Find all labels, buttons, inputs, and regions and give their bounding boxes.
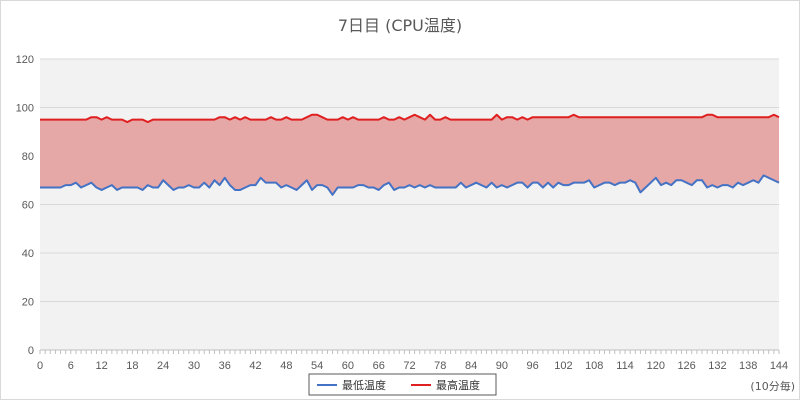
y-tick-label: 120: [16, 54, 34, 66]
x-tick-label: 0: [37, 360, 43, 372]
x-tick-label: 78: [434, 360, 446, 372]
x-tick-label: 6: [68, 360, 74, 372]
range-band: [40, 114, 779, 195]
legend: [308, 373, 497, 396]
x-tick-label: 54: [311, 360, 323, 372]
x-tick-label: 144: [770, 360, 788, 372]
x-tick-label: 72: [403, 360, 415, 372]
y-tick-label: 40: [22, 248, 34, 260]
x-tick-label: 42: [249, 360, 261, 372]
chart-title: 7日目 (CPU温度): [338, 16, 462, 35]
x-tick-label: 60: [342, 360, 354, 372]
x-tick-label: 90: [496, 360, 508, 372]
x-tick-label: 108: [585, 360, 603, 372]
x-tick-label: 36: [219, 360, 231, 372]
y-tick-label: 20: [22, 297, 34, 309]
x-tick-label: 48: [280, 360, 292, 372]
x-tick-label: 24: [157, 360, 169, 372]
x-tick-label: 84: [465, 360, 477, 372]
x-tick-label: 102: [554, 360, 572, 372]
x-tick-label: 12: [95, 360, 107, 372]
x-tick-label: 18: [126, 360, 138, 372]
y-tick-label: 80: [22, 151, 34, 163]
x-tick-label: 66: [373, 360, 385, 372]
x-tick-label: 126: [677, 360, 695, 372]
x-tick-label: 96: [527, 360, 539, 372]
x-tick-label: 114: [616, 360, 634, 372]
x-tick-label: 132: [708, 360, 726, 372]
x-unit-label: (10分毎): [750, 380, 795, 393]
legend-label: 最低温度: [342, 378, 386, 392]
x-tick-label: 30: [188, 360, 200, 372]
series-line-min: [40, 174, 780, 196]
y-tick-label: 100: [16, 103, 34, 115]
x-tick-label: 138: [739, 360, 757, 372]
y-tick-label: 0: [28, 345, 34, 357]
legend-label: 最高温度: [436, 378, 480, 392]
x-tick-label: 120: [647, 360, 665, 372]
y-tick-label: 60: [22, 200, 34, 212]
series-line-max: [40, 113, 780, 124]
